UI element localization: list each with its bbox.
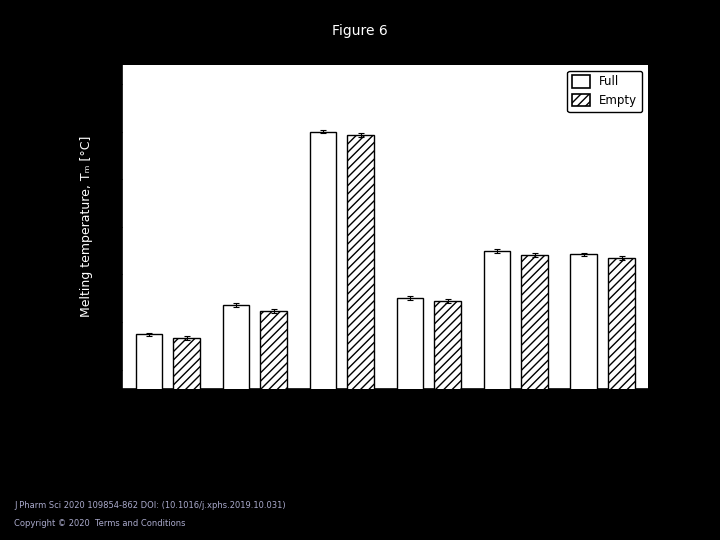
Text: Copyright © 2020  Terms and Conditions: Copyright © 2020 Terms and Conditions bbox=[14, 519, 186, 528]
Text: J Pharm Sci 2020 109854-862 DOI: (10.1016/j.xphs.2019.10.031): J Pharm Sci 2020 109854-862 DOI: (10.101… bbox=[14, 501, 286, 510]
Bar bbox=[570, 254, 597, 540]
Bar bbox=[608, 258, 635, 540]
Bar bbox=[222, 305, 249, 540]
Bar bbox=[135, 334, 162, 540]
Y-axis label: Melting temperature, Tₘ [°C]: Melting temperature, Tₘ [°C] bbox=[80, 136, 93, 318]
Text: Figure 6: Figure 6 bbox=[332, 24, 388, 38]
Bar bbox=[521, 255, 548, 540]
Bar bbox=[310, 132, 336, 540]
Bar bbox=[174, 338, 200, 540]
Bar bbox=[347, 136, 374, 540]
Bar bbox=[434, 301, 461, 540]
Legend: Full, Empty: Full, Empty bbox=[567, 71, 642, 112]
Bar bbox=[484, 251, 510, 540]
Bar bbox=[261, 310, 287, 540]
Bar bbox=[397, 298, 423, 540]
